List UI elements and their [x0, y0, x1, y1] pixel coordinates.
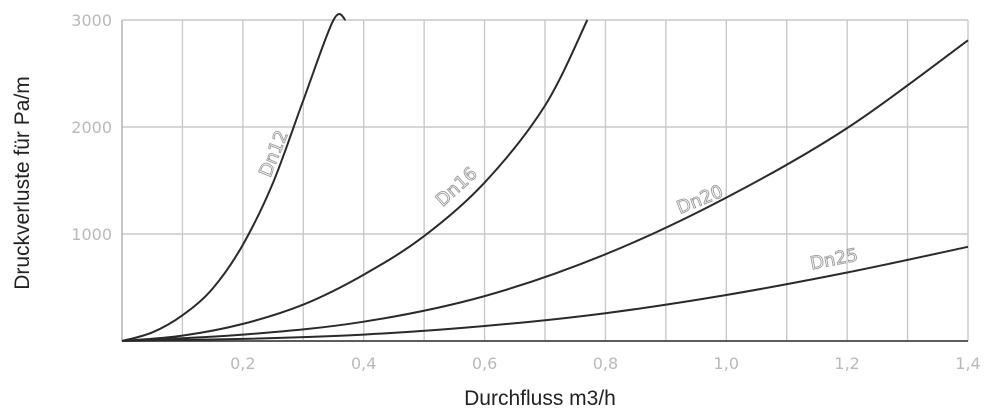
x-tick-label: 0,8	[593, 354, 618, 373]
series-line-dn25	[121, 245, 969, 342]
y-tick-label: 1000	[71, 225, 112, 244]
x-tick-labels: 0,2 0,4 0,6 0,8 1,0 1,2 1,4	[230, 354, 981, 373]
x-tick-label: 0,6	[472, 354, 497, 373]
y-tick-label: 2000	[71, 118, 112, 137]
grid	[121, 19, 969, 342]
y-axis-title: Druckverluste für Pa/m	[11, 76, 34, 290]
y-tick-label: 3000	[71, 11, 112, 30]
x-tick-label: 0,4	[351, 354, 376, 373]
x-tick-label: 1,4	[955, 354, 980, 373]
curves	[121, 13, 969, 342]
x-tick-label: 1,0	[714, 354, 739, 373]
series-line-dn12	[121, 13, 347, 342]
x-tick-label: 1,2	[834, 354, 859, 373]
series-line-dn16	[121, 19, 589, 342]
series-line-dn20	[121, 39, 969, 342]
x-axis-title: Durchfluss m3/h	[464, 387, 616, 410]
y-tick-labels: 1000 2000 3000	[71, 11, 112, 244]
x-tick-label: 0,2	[230, 354, 255, 373]
